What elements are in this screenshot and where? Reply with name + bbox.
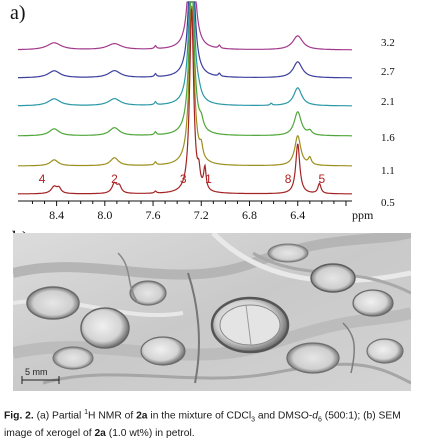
nmr-trace [18,1,352,137]
caption-compound: 2a [136,410,148,422]
caption-text: and DMSO- [255,410,313,422]
peak-label: 8 [285,172,292,186]
nmr-trace [18,5,352,167]
trace-label: 3.2 [381,37,395,49]
nmr-trace [18,1,352,79]
caption-compound: 2a [94,428,106,440]
nmr-trace [18,1,352,107]
nmr-spectra: 8.4 8.0 7.6 7.2 6.8 6.4 ppm 4 2 3 1 8 5 3.2 2.7 2.1 1… [18,1,395,222]
peak-label: 1 [205,172,212,186]
nmr-trace [18,1,352,51]
trace-label: 0.5 [381,197,395,209]
peak-label: 2 [111,172,118,186]
sem-micrograph: 5 mm [13,233,411,391]
ppm-unit-label: ppm [352,208,374,222]
peak-labels: 4 2 3 1 8 5 [39,172,326,186]
panel-a-label: a) [10,2,26,24]
nmr-trace [18,8,352,195]
caption-italic: d [312,410,318,422]
caption-sub: 3 [251,416,256,424]
caption-fig-label: Fig. 2. [4,410,34,422]
trace-label: 1.1 [381,165,395,177]
tick-label: 7.2 [194,208,209,222]
trace-label: 2.1 [381,96,395,108]
tick-label: 7.6 [146,208,161,222]
scale-bar-label: 5 mm [25,367,48,377]
nmr-traces [18,1,352,195]
caption-text: (a) Partial [33,410,85,422]
tick-label: 8.4 [49,208,64,222]
peak-label: 3 [180,172,187,186]
caption-text: (500:1); (b) SEM image of xerogel of [4,410,401,440]
caption-text: (1.0 wt%) in petrol. [105,428,195,440]
ppm-axis [18,200,352,206]
caption-sub: 6 [318,416,322,424]
ppm-tick-labels: 8.4 8.0 7.6 7.2 6.8 6.4 [49,208,305,222]
peak-label: 4 [39,172,46,186]
tick-label: 6.8 [242,208,257,222]
scale-bar [21,376,60,384]
caption-sup: 1 [84,409,89,416]
tick-label: 6.4 [290,208,305,222]
trace-label: 1.6 [381,132,395,144]
caption-text: in the mixture of CDCl [147,410,252,422]
peak-label: 5 [319,172,326,186]
sem-image: 5 mm [13,233,411,391]
trace-labels: 3.2 2.7 2.1 1.6 1.1 0.5 [381,37,395,209]
trace-label: 2.7 [381,66,395,78]
caption-text: H NMR of [88,410,137,422]
tick-label: 8.0 [97,208,112,222]
figure-caption: Fig. 2. (a) Partial 1H NMR of 2a in the … [4,406,420,441]
